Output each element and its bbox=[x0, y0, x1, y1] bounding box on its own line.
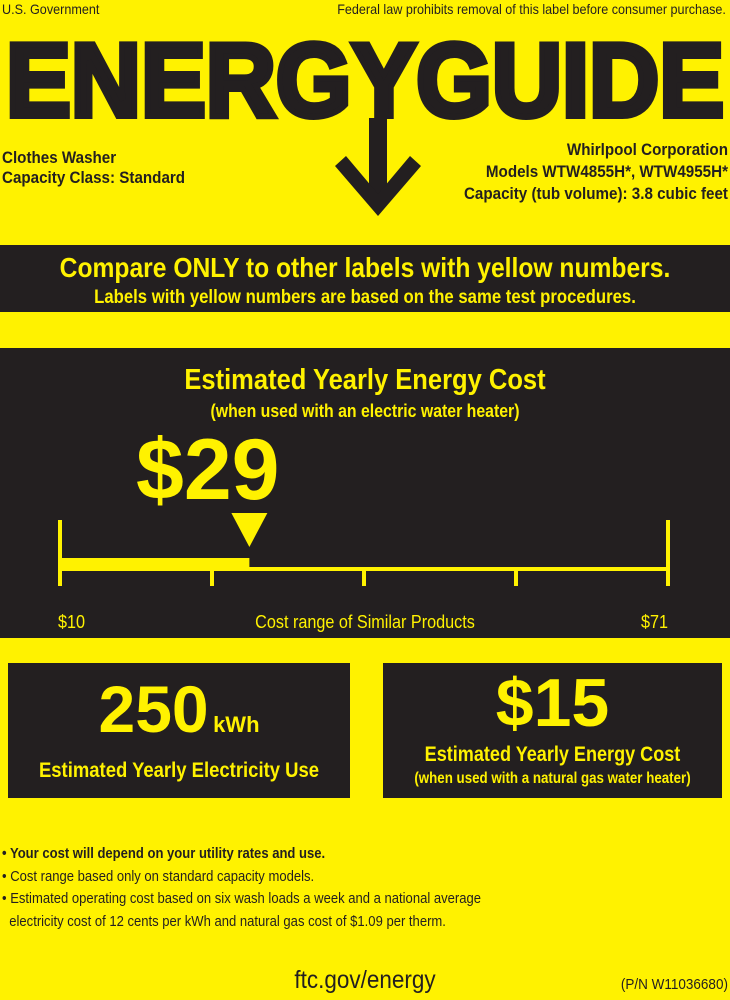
gas-cost-subtitle: (when used with a natural gas water heat… bbox=[414, 770, 691, 787]
electricity-use-panel: 250 kWh Estimated Yearly Electricity Use bbox=[8, 663, 350, 798]
capacity: Capacity (tub volume): 3.8 cubic feet bbox=[463, 185, 728, 203]
range-end-tick bbox=[58, 520, 62, 586]
part-number: (P/N W11036680) bbox=[620, 976, 728, 993]
footnote: • Your cost will depend on your utility … bbox=[2, 846, 326, 862]
logo-text: ENERGYGUIDE bbox=[6, 23, 724, 139]
electricity-use-value: 250 bbox=[98, 672, 209, 746]
product-type: Clothes Washer bbox=[2, 149, 117, 167]
electricity-use-label: Estimated Yearly Electricity Use bbox=[38, 759, 320, 782]
footnote: electricity cost of 12 cents per kWh and… bbox=[2, 913, 446, 930]
electric-cost-title: Estimated Yearly Energy Cost bbox=[184, 364, 546, 396]
federal-law-note: Federal law prohibits removal of this la… bbox=[337, 1, 726, 17]
product-info-right: Whirlpool Corporation Models WTW4855H*, … bbox=[464, 139, 728, 205]
models: Models WTW4855H*, WTW4955H* bbox=[485, 163, 728, 181]
range-min-label: $10 bbox=[58, 612, 86, 632]
range-line bbox=[60, 567, 668, 571]
range-max-label: $71 bbox=[640, 612, 668, 632]
gas-cost-value: $15 bbox=[495, 665, 610, 741]
cost-pointer-triangle bbox=[231, 513, 268, 547]
range-tick bbox=[514, 570, 518, 586]
footnote: • Cost range based only on standard capa… bbox=[2, 868, 315, 885]
range-tick bbox=[362, 570, 366, 586]
capacity-class: Capacity Class: Standard bbox=[2, 169, 186, 187]
cost-bar bbox=[60, 558, 250, 571]
cost-range-scale bbox=[58, 513, 670, 586]
gas-cost-panel: $15 Estimated Yearly Energy Cost (when u… bbox=[383, 663, 722, 798]
electricity-use-value-row: 250 kWh bbox=[8, 675, 350, 762]
range-caption: Cost range of Similar Products bbox=[255, 612, 475, 632]
gas-cost-title: Estimated Yearly Energy Cost bbox=[424, 743, 681, 766]
compare-headline: Compare ONLY to other labels with yellow… bbox=[59, 252, 671, 283]
range-end-tick bbox=[666, 520, 670, 586]
product-info-left: Clothes Washer Capacity Class: Standard bbox=[2, 148, 185, 188]
footnote: • Estimated operating cost based on six … bbox=[2, 891, 482, 907]
energyguide-logo: ENERGYGUIDE bbox=[3, 20, 727, 216]
electric-cost-panel: Estimated Yearly Energy Cost (when used … bbox=[0, 348, 730, 638]
range-tick bbox=[210, 570, 214, 586]
manufacturer: Whirlpool Corporation bbox=[566, 141, 728, 159]
compare-banner: Compare ONLY to other labels with yellow… bbox=[0, 245, 730, 312]
compare-subline: Labels with yellow numbers are based on … bbox=[94, 287, 636, 308]
ftc-url[interactable]: ftc.gov/energy bbox=[294, 966, 436, 994]
electric-cost-value: $29 bbox=[136, 422, 280, 518]
electric-cost-subtitle: (when used with an electric water heater… bbox=[210, 401, 520, 421]
arrow-down-icon bbox=[335, 118, 421, 216]
electricity-use-unit: kWh bbox=[213, 712, 260, 737]
us-government-note: U.S. Government bbox=[2, 1, 100, 17]
footnotes: • Your cost will depend on your utility … bbox=[2, 843, 534, 933]
